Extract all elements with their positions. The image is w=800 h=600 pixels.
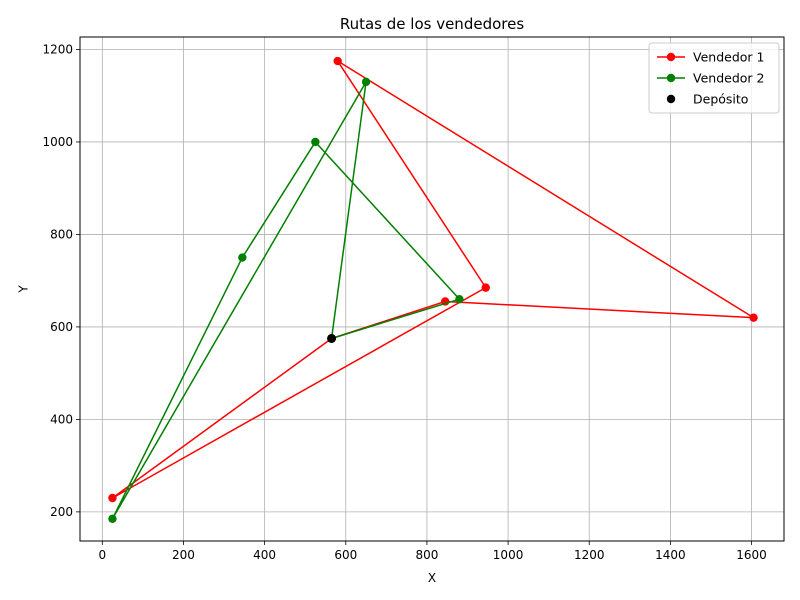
- legend-marker-swatch: [666, 73, 676, 83]
- series-2-point: [455, 294, 464, 304]
- series-1-point: [749, 313, 758, 322]
- x-tick-label: 1000: [493, 548, 524, 562]
- series-1-point: [108, 493, 117, 503]
- legend-marker-swatch: [666, 94, 676, 104]
- series-1-point: [481, 283, 490, 292]
- x-tick-label: 0: [98, 548, 106, 562]
- legend-marker-swatch: [666, 52, 676, 62]
- x-tick-label: 1400: [655, 548, 686, 562]
- legend-box: [648, 42, 780, 114]
- series-2-point: [361, 77, 371, 87]
- x-tick-label: 400: [253, 548, 276, 562]
- chart-title: Rutas de los vendedores: [340, 15, 524, 33]
- x-tick-label: 800: [415, 548, 438, 562]
- series-2-point: [238, 253, 247, 262]
- y-tick-label: 1000: [42, 135, 73, 149]
- legend-label: Depósito: [693, 92, 748, 107]
- x-axis-label: X: [428, 571, 436, 585]
- depot-point: [327, 333, 337, 343]
- x-tick-label: 200: [172, 548, 195, 562]
- x-tick-label: 1600: [736, 548, 767, 562]
- y-axis-label: Y: [17, 285, 31, 294]
- series-2-point: [311, 137, 320, 147]
- legend-label: Vendedor 2: [693, 71, 764, 86]
- y-tick-label: 200: [50, 505, 73, 519]
- y-tick-label: 400: [50, 412, 73, 426]
- legend: Vendedor 1 Vendedor 2 Depósito: [648, 42, 780, 114]
- series-1-point: [333, 56, 342, 66]
- y-tick-label: 800: [50, 227, 73, 241]
- ticks: 0 200 400 600 800 1000 1200 1400 1600 200 400 600 80…: [42, 42, 766, 562]
- grid: [80, 37, 784, 541]
- legend-label: Vendedor 1: [693, 50, 764, 65]
- y-tick-label: 1200: [42, 42, 73, 56]
- plot-frame: [79, 36, 785, 542]
- x-tick-label: 600: [334, 548, 357, 562]
- series-2-point: [108, 514, 117, 524]
- y-tick-label: 600: [50, 320, 73, 334]
- series-layer: [108, 56, 758, 524]
- x-tick-label: 1200: [574, 548, 605, 562]
